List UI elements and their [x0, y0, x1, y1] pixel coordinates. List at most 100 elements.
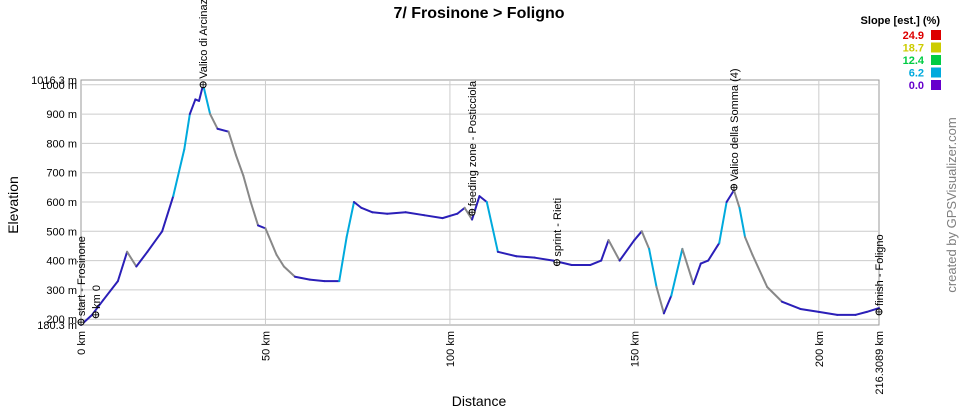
- profile-segment: [227, 130, 237, 157]
- profile-segment: [648, 247, 658, 288]
- profile-segment: [360, 206, 374, 214]
- x-tick-label: 200 km: [814, 331, 826, 367]
- profile-segment: [485, 201, 499, 253]
- legend-label: 12.4: [903, 55, 925, 67]
- profile-segment: [371, 211, 389, 215]
- grid-lines: [81, 80, 879, 325]
- legend-swatch: [931, 80, 941, 90]
- profile-segment: [744, 236, 754, 256]
- profile-segment: [172, 148, 186, 198]
- profile-segment: [533, 256, 555, 262]
- profile-segment: [282, 265, 296, 278]
- waypoints: start - Frosinone km 0 Valico di Arcinazzo…: [76, 0, 886, 326]
- profile-segment: [496, 250, 518, 258]
- profile-segment: [146, 230, 164, 253]
- legend-swatch: [931, 30, 941, 40]
- profile-segment: [423, 214, 444, 220]
- y-tick-label: 900 m: [46, 109, 77, 121]
- profile-segment: [732, 189, 741, 209]
- profile-segment: [662, 294, 673, 315]
- legend: 24.918.712.46.20.0: [903, 30, 941, 92]
- x-axis: 0 km 50 km 100 km 150 km 200 km 216.3089 km: [76, 331, 886, 395]
- profile-segment: [102, 280, 119, 302]
- waypoint-label: km 0: [91, 285, 103, 309]
- profile-segment: [865, 307, 880, 313]
- profile-segment: [209, 113, 219, 130]
- profile-segment: [799, 307, 820, 313]
- waypoint-label: Valico della Somma (4): [729, 68, 741, 181]
- elevation-profile: [80, 83, 880, 326]
- legend-title: Slope [est.] (%): [861, 15, 941, 27]
- profile-segment: [456, 206, 466, 215]
- legend-label: 0.0: [909, 80, 924, 92]
- profile-segment: [589, 259, 603, 267]
- legend-swatch: [931, 55, 941, 65]
- credit-text: created by GPSVisualizer.com: [944, 117, 959, 292]
- profile-segment: [116, 250, 129, 283]
- x-tick-label: 0 km: [76, 331, 88, 355]
- profile-segment: [681, 247, 695, 286]
- profile-segment: [633, 230, 643, 242]
- waypoint-label: feeding zone - Posticciola: [467, 80, 479, 206]
- y-tick-label: 300 m: [46, 285, 77, 297]
- profile-segment: [618, 239, 636, 262]
- legend-swatch: [931, 42, 941, 53]
- profile-segment: [780, 300, 802, 310]
- profile-segment: [463, 206, 474, 221]
- waypoint-label: sprint - Rieti: [552, 198, 564, 257]
- profile-segment: [386, 211, 407, 215]
- profile-segment: [692, 262, 702, 286]
- profile-segment: [738, 206, 747, 239]
- profile-segment: [234, 154, 245, 177]
- profile-segment: [257, 224, 267, 230]
- x-end-label: 216.3089 km: [874, 331, 886, 395]
- waypoint-label: Valico di Arcinazzo: [198, 0, 210, 79]
- profile-segment: [640, 230, 651, 250]
- profile-segment: [670, 247, 684, 297]
- y-axis-title: Elevation: [5, 176, 21, 234]
- profile-segment: [751, 253, 769, 288]
- profile-segment: [161, 195, 175, 233]
- x-tick-label: 100 km: [445, 331, 457, 367]
- profile-segment: [655, 285, 665, 315]
- legend-label: 6.2: [909, 68, 924, 80]
- x-axis-title: Distance: [452, 393, 507, 409]
- profile-segment: [515, 255, 536, 259]
- profile-segment: [249, 201, 260, 227]
- profile-segment: [188, 98, 197, 116]
- profile-segment: [699, 259, 710, 265]
- profile-segment: [216, 127, 230, 133]
- profile-segment: [404, 211, 426, 217]
- y-axis: 200 m 300 m 400 m 500 m 600 m 700 m 800 m 900 m…: [31, 75, 77, 332]
- profile-segment: [242, 174, 252, 204]
- profile-segment: [183, 113, 191, 151]
- y-tick-label: 800 m: [46, 138, 77, 150]
- profile-segment: [308, 278, 326, 283]
- y-tick-label: 1000 m: [40, 80, 77, 92]
- profile-segment: [766, 285, 783, 303]
- profile-segment: [275, 253, 285, 268]
- y-tick-label: 600 m: [46, 197, 77, 209]
- x-tick-label: 50 km: [260, 331, 272, 361]
- profile-segment: [718, 201, 728, 245]
- legend-label: 18.7: [903, 43, 924, 55]
- profile-segment: [135, 250, 149, 268]
- profile-segment: [600, 239, 610, 262]
- profile-segment: [707, 242, 721, 262]
- legend-label: 24.9: [903, 30, 924, 42]
- profile-segment: [126, 250, 138, 268]
- y-max-label: 1016.3 m: [31, 75, 77, 87]
- profile-segment: [338, 236, 348, 283]
- x-tick-label: 150 km: [629, 331, 641, 367]
- waypoint-label: finish - Foligno: [874, 234, 886, 306]
- y-min-label: 180.3 m: [37, 320, 77, 332]
- y-tick-label: 700 m: [46, 168, 77, 180]
- chart-title: 7/ Frosinone > Foligno: [393, 5, 564, 22]
- legend-swatch: [931, 67, 941, 78]
- profile-segment: [293, 275, 311, 281]
- y-tick-label: 500 m: [46, 226, 77, 238]
- profile-segment: [441, 212, 459, 220]
- profile-segment: [352, 201, 363, 209]
- profile-segment: [478, 195, 488, 204]
